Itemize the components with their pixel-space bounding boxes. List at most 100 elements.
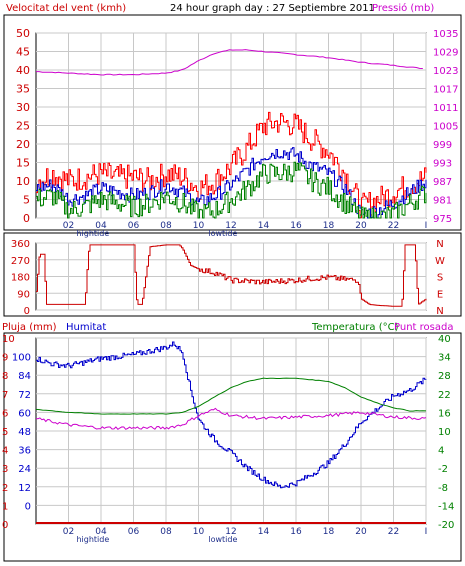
wind-direction-line (36, 244, 427, 307)
wind-y-tick: 5 (23, 194, 30, 207)
humidity-y-tick: 60 (18, 408, 31, 419)
wind-y-tick: 20 (16, 138, 30, 151)
x-tick-label: 12 (225, 221, 236, 231)
x-tick-label: 22 (388, 527, 399, 537)
tide-label: lowtide (208, 229, 237, 238)
x-tick-label: 22 (388, 221, 399, 231)
humidity-y-tick: 84 (18, 371, 31, 382)
pressure-y-tick: 981 (433, 196, 452, 207)
rain-y-tick: 4 (2, 446, 8, 457)
humidity-y-tick: 100 (12, 353, 31, 364)
rain-y-tick: 3 (2, 464, 8, 475)
temperature-y-tick: 34 (438, 353, 451, 364)
humidity-y-tick: 48 (18, 427, 31, 438)
rain-y-tick: 7 (2, 390, 8, 401)
wind-y-tick: 45 (16, 46, 30, 59)
x-tick-label: 02 (63, 527, 74, 537)
humidity-line (36, 341, 427, 489)
humidity-y-tick: 0 (25, 501, 31, 512)
x-tick-label: 16 (290, 221, 302, 231)
x-tick-label: 10 (193, 527, 205, 537)
rain-y-tick: 8 (2, 371, 8, 382)
wind-y-tick: 25 (16, 120, 30, 133)
temperature-y-tick: -14 (438, 501, 454, 512)
direction-y-tick: 0 (24, 306, 30, 317)
humidity-y-tick: 24 (18, 464, 31, 475)
temperature-line (35, 377, 427, 415)
x-tick-label: 08 (160, 527, 172, 537)
direction-letter: N (436, 306, 443, 317)
temperature-label: Temperatura (°C) (311, 322, 399, 333)
x-tick-label: 02 (63, 221, 74, 231)
x-tick-label: 04 (95, 527, 107, 537)
wind-y-tick: 0 (23, 212, 30, 225)
temperature-y-tick: -8 (438, 483, 448, 494)
temperature-y-tick: 28 (438, 371, 451, 382)
tide-label: lowtide (208, 535, 237, 544)
rain-y-tick: 1 (2, 501, 8, 512)
x-tick-label: 18 (323, 221, 335, 231)
x-tick-label: 20 (355, 527, 367, 537)
pressure-y-tick: 1035 (433, 29, 458, 40)
pressure-y-tick: 1017 (433, 85, 458, 96)
x-tick-label: 18 (323, 527, 335, 537)
tide-label: hightide (76, 229, 109, 238)
x-tick-label: I (425, 527, 428, 537)
x-tick-label: 16 (290, 527, 302, 537)
humidity-y-tick: 36 (18, 446, 31, 457)
x-tick-label: 06 (128, 221, 140, 231)
pressure-y-tick: 1029 (433, 48, 458, 59)
middle-frame (3, 232, 462, 317)
humidity-label: Humitat (66, 322, 106, 333)
pressure-y-tick: 975 (433, 214, 452, 225)
pressure-y-tick: 1005 (433, 122, 458, 133)
x-tick-label: 14 (258, 221, 270, 231)
dewpoint-line (35, 407, 427, 430)
x-tick-label: 06 (128, 527, 140, 537)
temperature-y-tick: -20 (438, 520, 454, 531)
pressure-y-tick: 987 (433, 177, 452, 188)
top-frame (3, 14, 462, 231)
humidity-y-tick: 12 (18, 483, 31, 494)
wind-y-tick: 30 (16, 101, 30, 114)
rain-label: Pluja (mm) (2, 322, 57, 333)
x-tick-label: 14 (258, 527, 270, 537)
bottom-frame (3, 332, 462, 562)
direction-y-tick: 270 (11, 256, 30, 267)
rain-y-tick: 0 (2, 520, 8, 531)
rain-y-tick: 6 (2, 408, 8, 419)
pressure-y-tick: 993 (433, 159, 452, 170)
rain-y-tick: 9 (2, 353, 8, 364)
wind-y-tick: 35 (16, 83, 30, 96)
x-tick-label: 20 (355, 221, 367, 231)
temperature-y-tick: -2 (438, 464, 448, 475)
wind-y-tick: 40 (16, 64, 30, 77)
wind-speed-label: Velocitat del vent (kmh) (6, 3, 126, 14)
tide-label: hightide (76, 535, 109, 544)
temperature-y-tick: 10 (438, 427, 451, 438)
wind-y-tick: 15 (16, 157, 30, 170)
rain-y-tick: 5 (2, 427, 8, 438)
rain-y-tick: 10 (2, 334, 15, 345)
pressure-y-tick: 999 (433, 140, 452, 151)
x-tick-label: 08 (160, 221, 172, 231)
direction-letter: N (436, 239, 443, 250)
rain-y-tick: 2 (2, 483, 8, 494)
temperature-y-tick: 16 (438, 408, 451, 419)
pressure-y-tick: 1023 (433, 66, 458, 77)
series-lines (35, 49, 427, 524)
chart-title: 24 hour graph day : 27 Septiembre 2011 (170, 3, 375, 14)
wind-y-tick: 50 (16, 27, 30, 40)
pressure-y-tick: 1011 (433, 103, 458, 114)
temperature-y-tick: 40 (438, 334, 451, 345)
humidity-y-tick: 72 (18, 390, 31, 401)
x-tick-label: 04 (95, 221, 107, 231)
pressure-line (36, 49, 423, 76)
wind-avg-line (36, 147, 427, 219)
direction-letter: S (437, 273, 443, 284)
pressure-label: Pressió (mb) (372, 2, 434, 14)
temperature-y-tick: 22 (438, 390, 451, 401)
wind-min-line (36, 161, 427, 219)
